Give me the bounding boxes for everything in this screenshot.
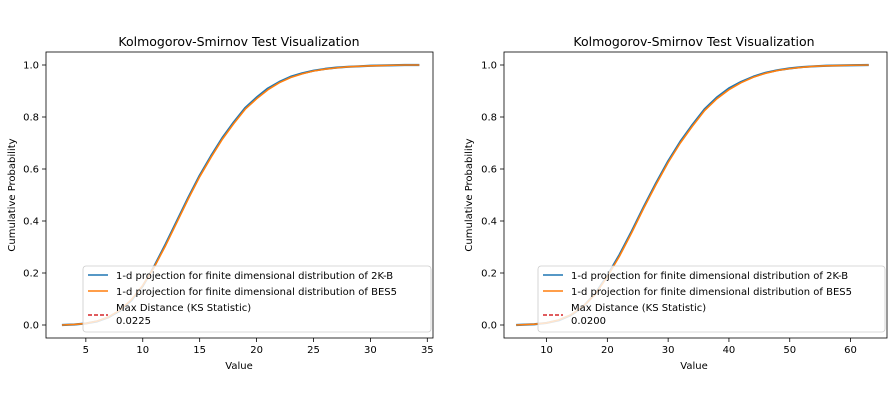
right-legend-label-2kb: 1-d projection for finite dimensional di…: [571, 271, 848, 282]
left-chart-title: Kolmogorov-Smirnov Test Visualization: [118, 34, 359, 49]
right-y-axis-label: Cumulative Probability: [464, 138, 475, 251]
right-x-tick-label: 10: [540, 345, 553, 356]
right-x-tick-label: 20: [601, 345, 614, 356]
right-legend-label-bes5: 1-d projection for finite dimensional di…: [571, 287, 852, 298]
right-chart-panel: Kolmogorov-Smirnov Test Visualization 10…: [464, 34, 888, 372]
left-legend-label-ks: Max Distance (KS Statistic): [116, 303, 251, 314]
left-y-tick-label: 0.8: [23, 113, 39, 124]
left-x-tick-label: 30: [364, 345, 377, 356]
right-x-tick-label: 50: [783, 345, 796, 356]
left-ks-statistic-value: 0.0225: [116, 316, 151, 327]
left-y-tick-label: 0.4: [23, 217, 39, 228]
left-x-tick-label: 5: [83, 345, 89, 356]
right-legend-box: [537, 265, 886, 333]
right-legend: 1-d projection for finite dimensional di…: [537, 265, 886, 333]
left-x-axis-label: Value: [225, 361, 252, 372]
right-y-tick-label: 1.0: [481, 61, 497, 72]
right-legend-label-ks: Max Distance (KS Statistic): [571, 303, 706, 314]
left-legend-label-2kb: 1-d projection for finite dimensional di…: [116, 271, 393, 282]
right-x-axis-label: Value: [680, 361, 707, 372]
left-x-ticks: 5 10 15 20 25 30 35: [83, 338, 434, 356]
left-x-tick-label: 10: [136, 345, 149, 356]
left-y-tick-label: 0.2: [23, 269, 39, 280]
right-y-tick-label: 0.8: [481, 113, 497, 124]
right-y-tick-label: 0.0: [481, 321, 497, 332]
left-legend-box: [82, 265, 432, 333]
left-x-tick-label: 15: [193, 345, 206, 356]
right-x-ticks: 10 20 30 40 50 60: [540, 338, 857, 356]
right-x-tick-label: 60: [844, 345, 857, 356]
right-y-tick-label: 0.2: [481, 269, 497, 280]
left-x-tick-label: 25: [307, 345, 320, 356]
left-y-axis-label: Cumulative Probability: [7, 138, 18, 251]
left-y-tick-label: 0.6: [23, 165, 39, 176]
left-y-tick-label: 0.0: [23, 321, 39, 332]
right-y-ticks: 0.0 0.2 0.4 0.6 0.8 1.0: [481, 61, 504, 332]
right-y-tick-label: 0.6: [481, 165, 497, 176]
right-y-tick-label: 0.4: [481, 217, 497, 228]
right-x-tick-label: 40: [723, 345, 736, 356]
right-ks-statistic-value: 0.0200: [571, 316, 606, 327]
left-chart-panel: Kolmogorov-Smirnov Test Visualization 5 1…: [7, 34, 434, 372]
left-legend-label-bes5: 1-d projection for finite dimensional di…: [116, 287, 397, 298]
left-legend: 1-d projection for finite dimensional di…: [82, 265, 432, 333]
left-y-ticks: 0.0 0.2 0.4 0.6 0.8 1.0: [23, 61, 46, 332]
left-x-tick-label: 35: [421, 345, 434, 356]
right-x-tick-label: 30: [662, 345, 675, 356]
left-y-tick-label: 1.0: [23, 61, 39, 72]
left-x-tick-label: 20: [250, 345, 263, 356]
right-chart-title: Kolmogorov-Smirnov Test Visualization: [573, 34, 814, 49]
